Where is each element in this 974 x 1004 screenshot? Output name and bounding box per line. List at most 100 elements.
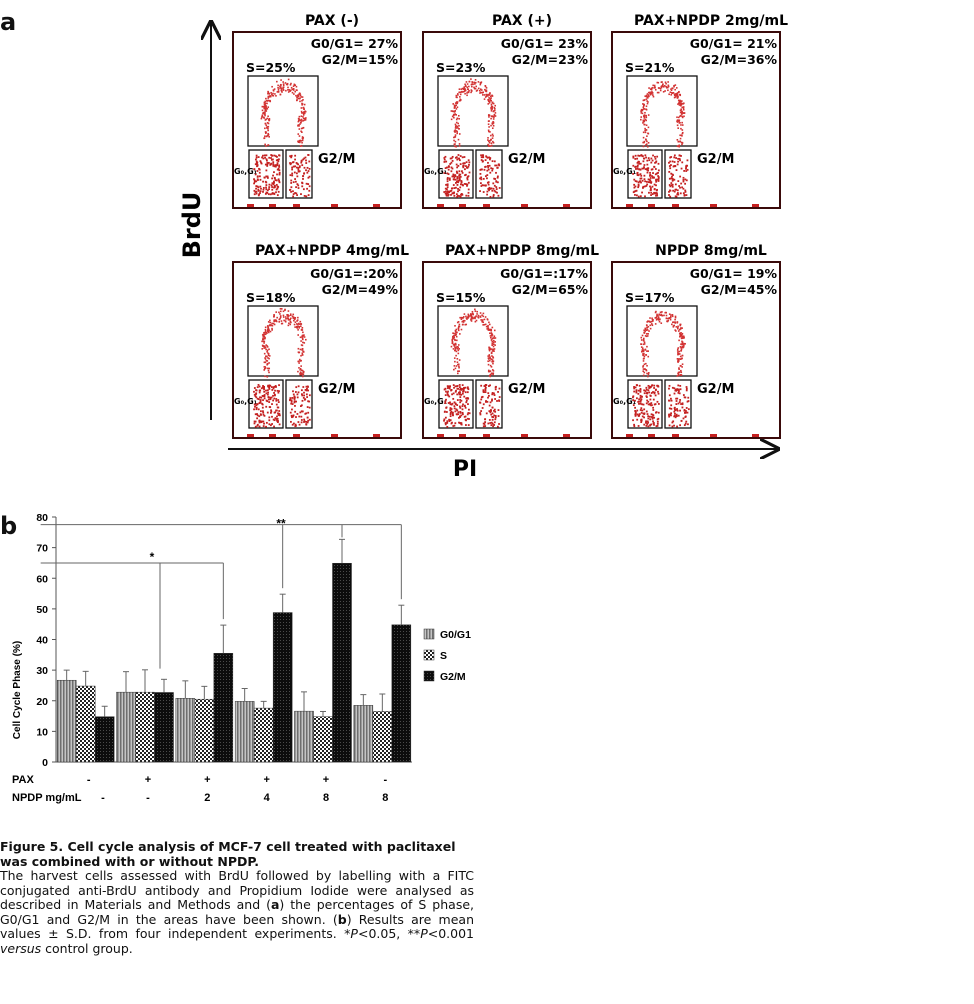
cell-dot [469,315,472,317]
cell-dot [293,400,296,403]
cell-dot [655,179,657,182]
cell-dot [679,346,682,348]
cell-dot [642,374,645,377]
cell-dot [278,321,280,323]
cell-dot [490,352,493,355]
cell-dot [264,102,267,105]
cell-dot [291,168,294,171]
cell-dot [473,316,476,319]
cell-dot [298,170,301,173]
cell-dot [662,90,665,93]
cell-dot [451,155,454,158]
cell-dot [486,318,489,321]
cell-dot [488,101,491,104]
cell-dot [258,425,261,428]
cell-dot [651,317,653,320]
cell-dot [486,156,489,159]
cell-dot [257,194,260,197]
x-axis-label: PI [453,457,477,482]
cell-dot [276,187,279,190]
cell-dot [643,104,645,107]
cell-dot [650,194,652,196]
cell-dot [258,389,261,392]
caption-text: <0.05, ** [357,926,421,941]
cell-dot [272,163,275,165]
y-tick-label: 50 [36,604,48,616]
cell-dot [276,91,279,93]
cell-dot [255,406,258,409]
cell-dot [298,327,300,329]
cell-dot [452,425,455,427]
cell-dot [268,93,271,95]
cell-dot [303,420,306,423]
cell-dot [672,321,674,324]
cell-dot [274,165,277,168]
cell-dot [484,384,487,386]
cell-dot [444,423,447,426]
cell-dot [641,350,643,353]
cell-dot [273,180,275,183]
cell-dot [677,352,679,354]
cell-dot [256,414,259,417]
cell-dot [299,411,302,414]
cell-dot [643,329,645,332]
cell-dot [253,178,255,181]
cell-dot [678,101,681,104]
cell-dot [458,348,460,350]
cell-dot [465,317,468,319]
cell-dot [682,335,685,338]
cell-dot [261,156,263,159]
cell-dot [655,194,657,197]
caption-text: ) Results are mean values ± S.D. from fo… [0,911,474,941]
cell-dot [637,195,640,198]
cell-dot [453,344,456,347]
cell-dot [657,171,659,174]
cell-dot [485,325,488,328]
cell-dot [269,321,272,324]
cell-dot [492,141,495,144]
cell-dot [634,411,637,413]
cell-dot [491,398,493,401]
cell-dot [263,337,266,340]
cell-dot [301,96,304,98]
cell-dot [265,124,268,127]
cell-dot [481,184,484,187]
cell-dot [303,334,305,336]
cell-dot [639,409,642,411]
cell-dot [462,165,465,167]
cell-dot [677,414,680,417]
cell-dot [265,392,268,395]
cell-dot [266,108,269,110]
cell-dot [681,402,684,405]
cell-dot [651,175,653,178]
cell-dot [302,396,305,399]
cell-dot [454,422,457,425]
cell-dot [262,157,265,160]
row-label-npdp: NPDP mg/mL [12,792,82,804]
cell-dot [647,415,650,418]
cell-dot [645,180,648,183]
cell-dot [298,140,300,143]
y-tick-label: 0 [42,757,48,769]
y-tick-label: 30 [36,665,48,677]
cell-dot [639,180,642,183]
cell-dot [479,168,482,171]
cell-dot [482,321,485,324]
cell-dot [273,314,275,316]
bar-s [372,711,393,763]
cell-dot [490,107,492,109]
cell-dot [306,416,309,419]
cell-dot [484,386,487,389]
cell-dot [270,154,273,156]
cell-dot [484,85,487,87]
cell-dot [450,193,452,196]
cell-dot [637,425,640,427]
cell-dot [642,157,645,160]
cell-dot [651,320,654,322]
cell-dot [634,412,637,415]
cell-dot [271,94,274,97]
cell-dot [640,177,643,180]
cell-dot [644,168,647,171]
cell-dot [459,399,462,401]
cell-dot [448,420,451,422]
